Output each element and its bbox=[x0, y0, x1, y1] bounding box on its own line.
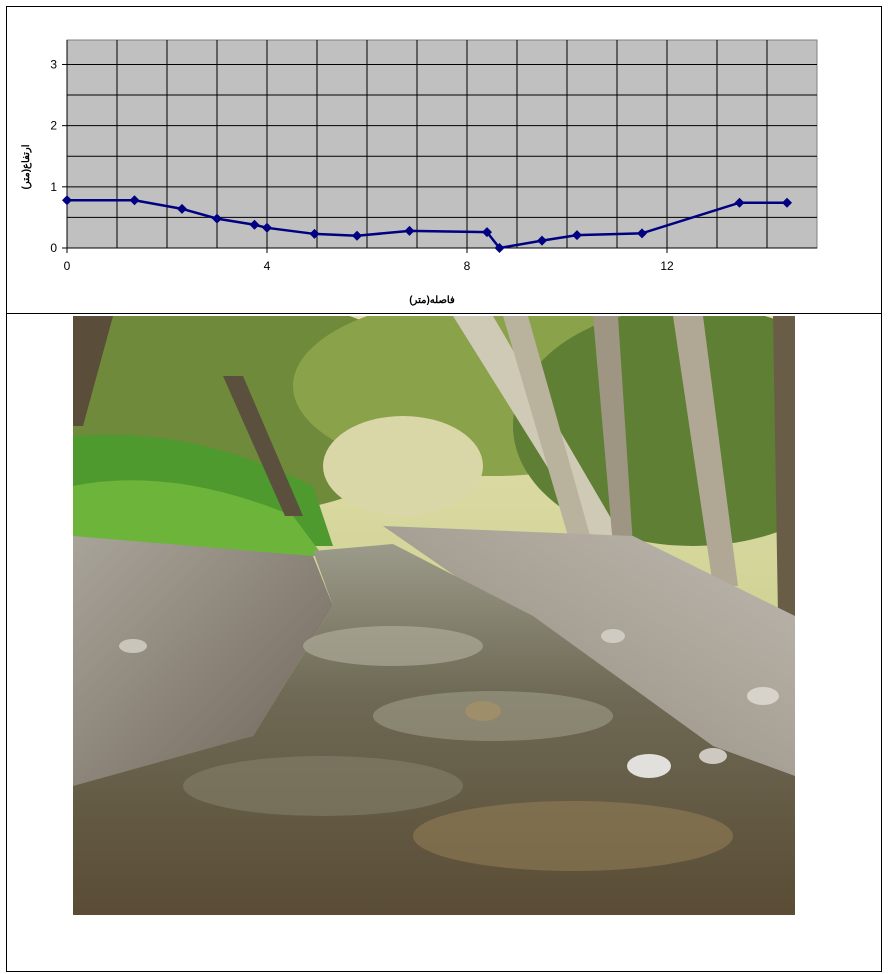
data-point bbox=[494, 243, 505, 253]
data-point bbox=[249, 219, 260, 230]
data-point bbox=[404, 225, 415, 236]
data-point bbox=[129, 195, 140, 206]
data-point bbox=[572, 230, 582, 241]
plot-area bbox=[66, 39, 818, 249]
y-tick-label: 1 bbox=[50, 180, 57, 194]
series-line bbox=[67, 199, 787, 250]
data-point bbox=[262, 222, 272, 233]
table-frame bbox=[6, 6, 882, 972]
x-axis-label: فاصله(متر) bbox=[409, 295, 455, 306]
stream-photo bbox=[73, 316, 795, 915]
x-tick-label: 4 bbox=[264, 259, 271, 273]
data-point bbox=[62, 195, 72, 206]
data-point bbox=[177, 203, 187, 214]
x-tick-label: 0 bbox=[64, 259, 71, 273]
x-tick-label: 12 bbox=[660, 259, 674, 273]
row-divider bbox=[6, 313, 882, 314]
y-tick-label: 2 bbox=[50, 119, 57, 133]
y-axis-label: ارتفاع(متر) bbox=[21, 144, 32, 189]
y-tick-label: 0 bbox=[50, 241, 57, 255]
data-point bbox=[637, 228, 647, 239]
data-point bbox=[734, 197, 745, 208]
data-point bbox=[782, 197, 792, 208]
data-point bbox=[482, 227, 492, 238]
data-point bbox=[537, 235, 547, 246]
y-tick-label: 3 bbox=[50, 57, 57, 71]
data-point bbox=[212, 213, 222, 224]
x-tick-label: 8 bbox=[464, 259, 471, 273]
data-point bbox=[309, 228, 320, 239]
data-point bbox=[352, 230, 362, 241]
